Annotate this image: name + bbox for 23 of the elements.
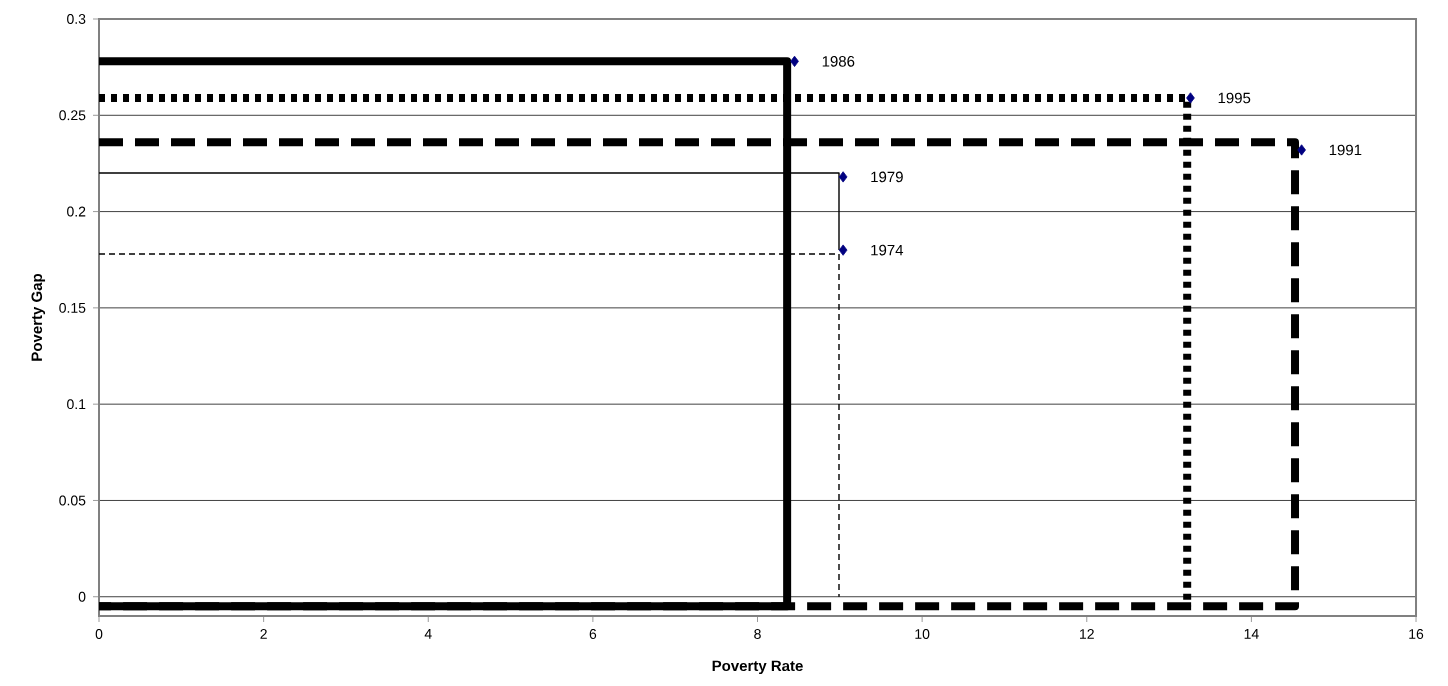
x-tick-label: 2 (260, 629, 267, 639)
x-tick-label: 12 (1080, 629, 1094, 639)
x-tick-label: 10 (915, 629, 930, 639)
y-tick-label: 0.3 (67, 14, 86, 24)
y-tick-label: 0.15 (59, 302, 86, 313)
x-tick-label: 4 (424, 629, 432, 639)
annotation: 1974 (871, 244, 904, 256)
x-axis-title: Poverty Rate (712, 660, 803, 675)
annotation: 1986 (822, 56, 855, 67)
annotation: 1979 (871, 171, 903, 183)
x-tick-label: 0 (95, 629, 103, 639)
y-axis-title: Poverty Gap (31, 273, 46, 361)
y-tick-label: 0 (78, 591, 86, 602)
y-tick-label: 0.2 (67, 206, 86, 217)
x-tick-label: 6 (589, 629, 597, 639)
annotation: 1995 (1218, 92, 1251, 104)
y-tick-label: 0.05 (59, 495, 86, 506)
x-tick-label: 14 (1244, 629, 1259, 639)
annotation: 1991 (1329, 144, 1362, 156)
y-tick-label: 0.25 (59, 110, 86, 121)
y-tick-label: 0.1 (67, 399, 86, 410)
x-tick-label: 8 (754, 629, 761, 639)
x-tick-label: 16 (1409, 629, 1424, 639)
